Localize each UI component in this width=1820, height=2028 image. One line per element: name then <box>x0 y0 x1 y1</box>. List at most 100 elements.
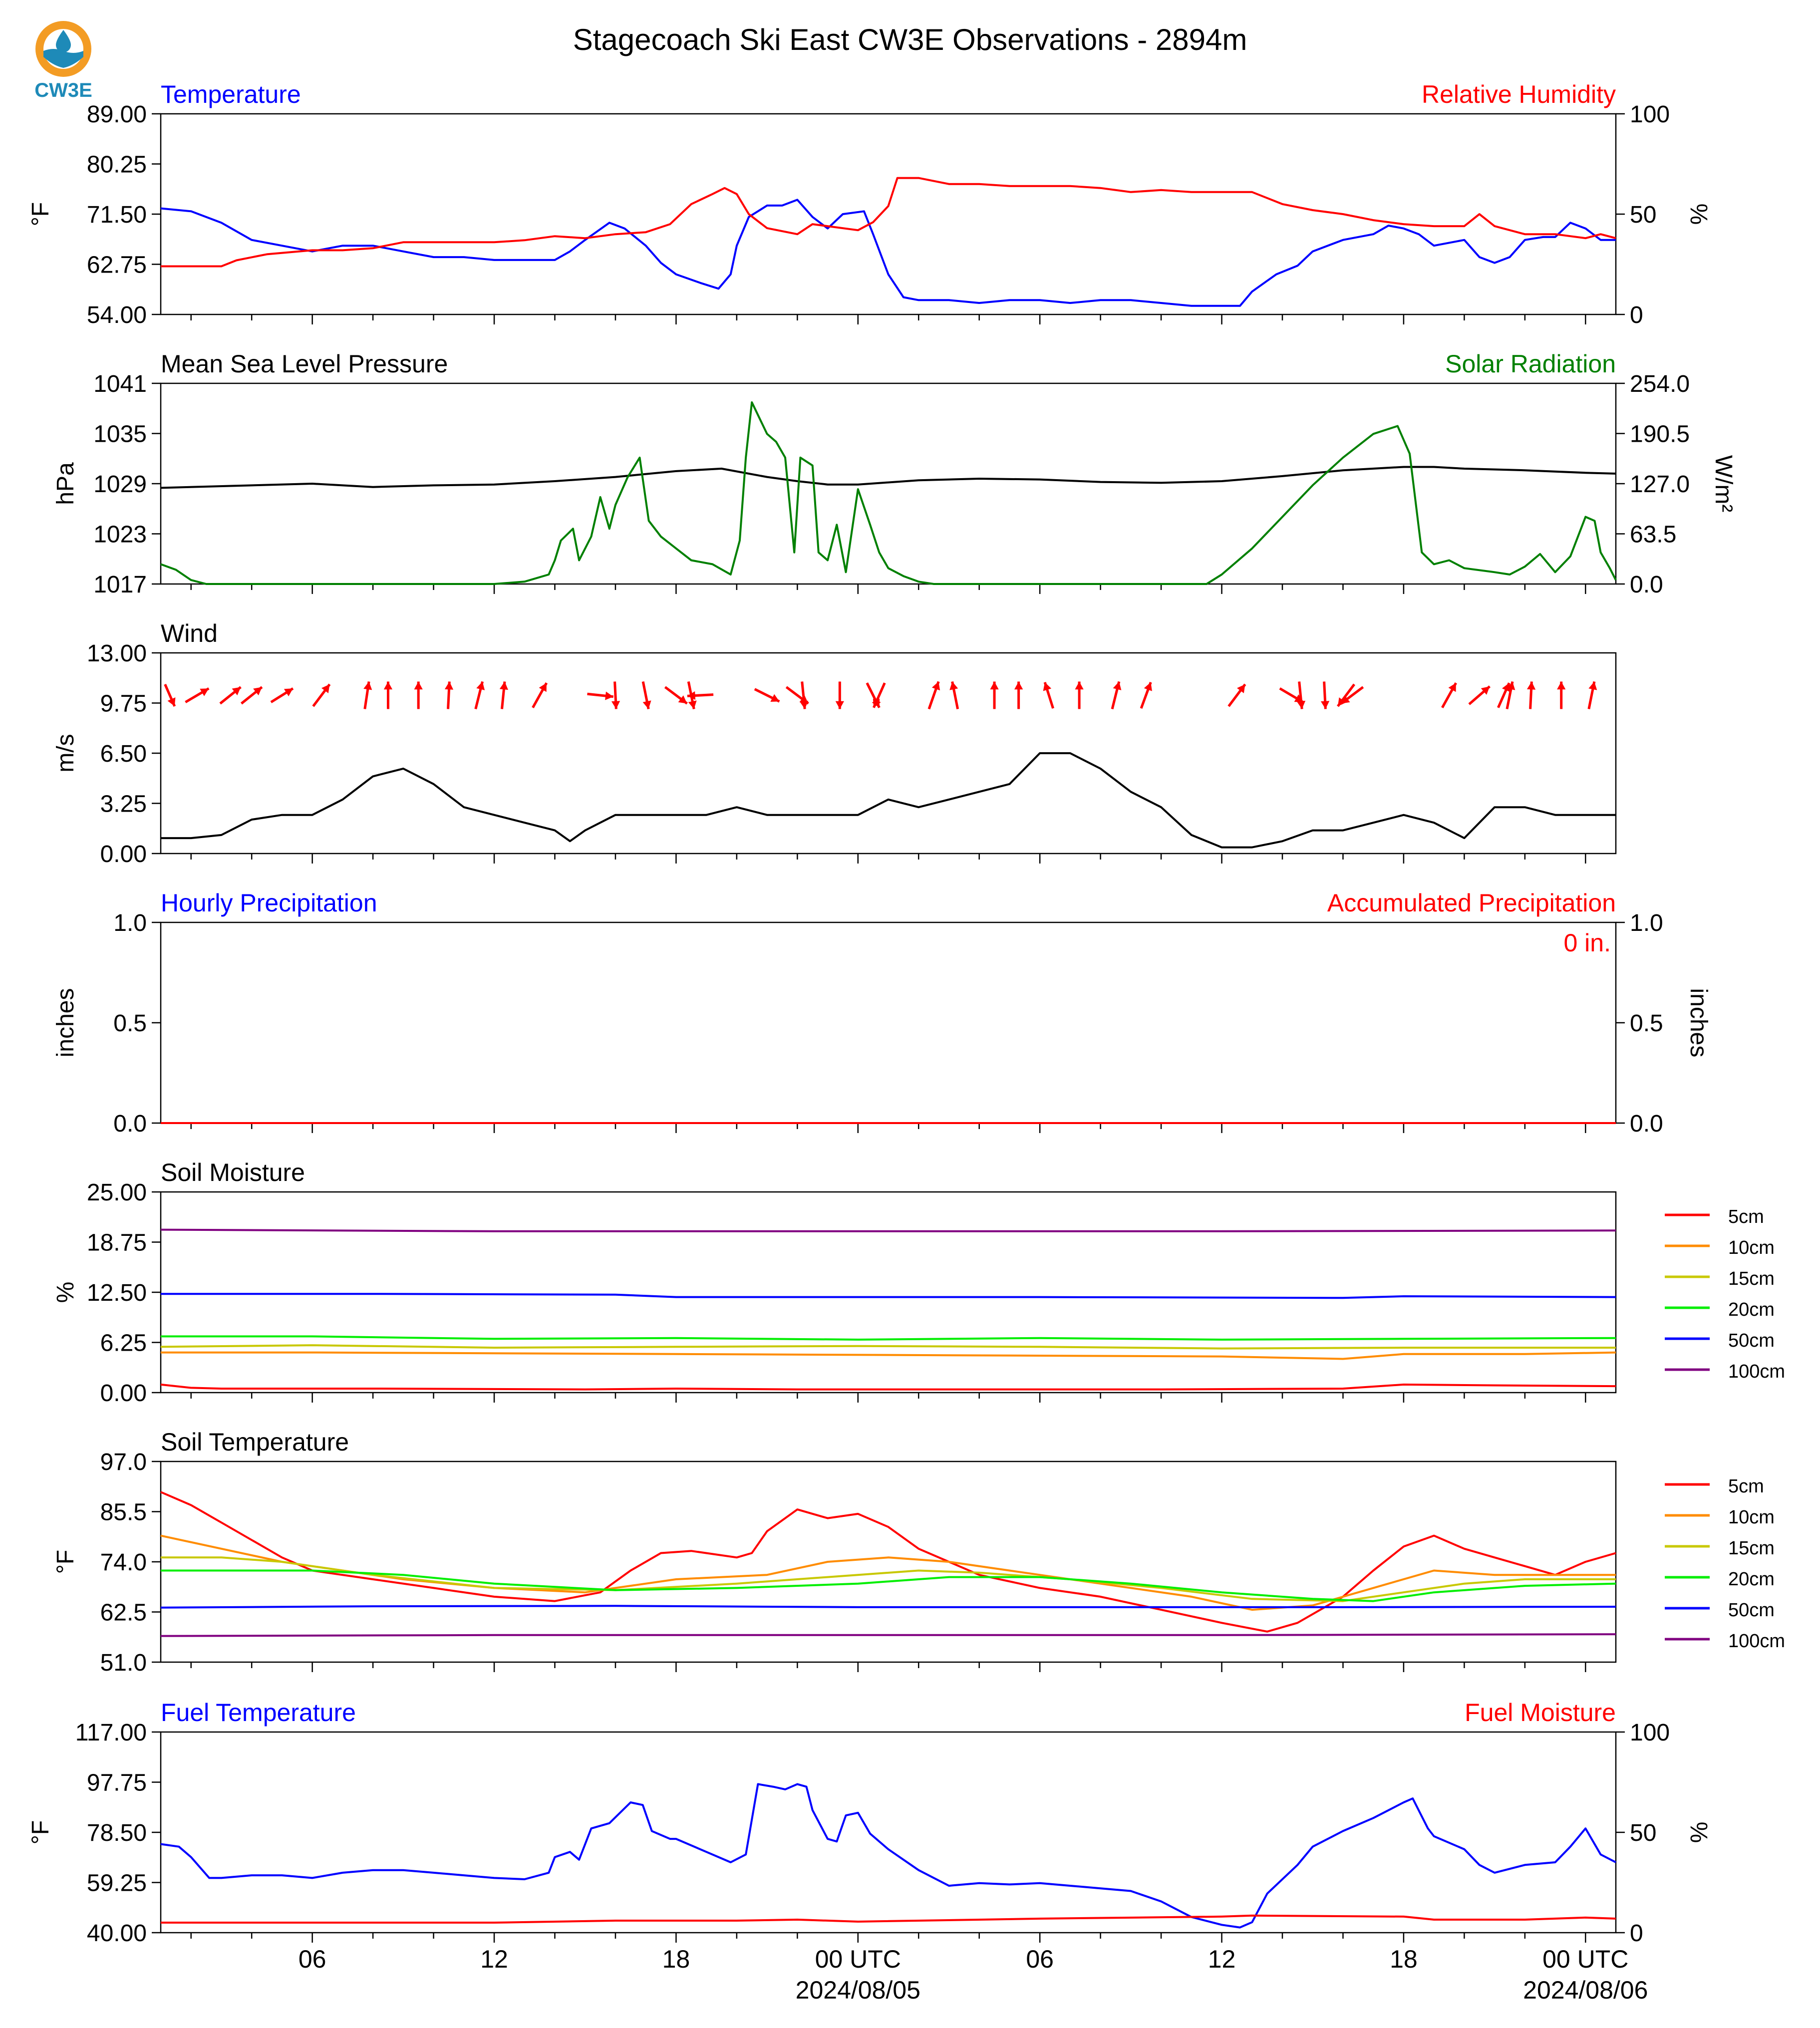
y-tick-label: 9.75 <box>100 691 147 717</box>
wind-arrow-head <box>1075 681 1084 690</box>
right-title: Fuel Moisture <box>1465 1699 1616 1727</box>
y-tick-label: 59.25 <box>87 1870 147 1897</box>
y-tick-label: 54.00 <box>87 302 147 328</box>
wind-arrow-head <box>1237 684 1245 693</box>
wind-arrow-head <box>1043 682 1052 691</box>
x-tick-label: 12 <box>480 1945 508 1973</box>
wind-arrow-head <box>872 698 880 708</box>
x-tick-label: 18 <box>1390 1945 1418 1973</box>
series-line-100cm <box>160 1228 1616 1232</box>
plot-frame <box>160 921 1617 1124</box>
y-axis-label: inches <box>52 988 79 1058</box>
wind-arrow-head <box>1502 683 1510 692</box>
logo-drop-icon <box>56 30 71 52</box>
series-line-temperature <box>160 199 1616 307</box>
y-tick-label: 1041 <box>93 371 147 397</box>
series-line-100cm <box>160 1633 1616 1637</box>
y2-tick-label: 100 <box>1630 1720 1670 1746</box>
y2-axis-label: % <box>1685 204 1712 225</box>
y-tick-label: 85.5 <box>100 1499 147 1526</box>
legend-label: 50cm <box>1728 1600 1775 1621</box>
y-tick-label: 0.00 <box>100 1380 147 1407</box>
y-tick-label: 6.25 <box>100 1330 147 1357</box>
legend-label: 10cm <box>1728 1507 1775 1528</box>
legend: 5cm 10cm 15cm 20cm 50cm 100cm <box>1665 1206 1785 1382</box>
y-axis-label: °F <box>52 1550 79 1574</box>
left-title: Soil Moisture <box>161 1159 305 1186</box>
wind-arrow-head <box>499 681 509 690</box>
legend: 5cm 10cm 15cm 20cm 50cm 100cm <box>1665 1476 1785 1652</box>
y2-axis-label: W/m² <box>1710 455 1737 513</box>
series-line-relative-humidity <box>161 177 1616 268</box>
chart-panel-2: Mean Sea Level Pressure Solar Radiation 10… <box>52 350 1737 598</box>
y-axis-label: % <box>52 1282 79 1303</box>
y2-tick-label: 0.0 <box>1630 572 1663 598</box>
x-tick-label: 00 UTC <box>1542 1945 1628 1973</box>
series-line-10cm <box>161 1351 1616 1360</box>
y-tick-label: 1.0 <box>113 910 147 936</box>
cw3e-logo: CW3E <box>34 21 92 101</box>
y-tick-label: 51.0 <box>100 1650 147 1676</box>
series-line-wind <box>161 752 1616 849</box>
y-tick-label: 3.25 <box>100 791 147 818</box>
x-date-label: 2024/08/05 <box>796 1976 920 2004</box>
chart-panel-7: Fuel Temperature Fuel Moisture 40.00 59.25 7… <box>27 1699 1712 1947</box>
y-tick-label: 97.0 <box>100 1449 147 1475</box>
y-tick-label: 71.50 <box>87 202 147 228</box>
y2-tick-label: 1.0 <box>1630 910 1663 936</box>
series-line-mean-sea-level-pressure <box>160 466 1616 489</box>
x-tick-label: 06 <box>299 1945 326 1973</box>
y2-tick-label: 100 <box>1630 101 1670 128</box>
wind-arrow-head <box>414 681 423 690</box>
y-tick-label: 1023 <box>93 522 147 548</box>
legend-label: 10cm <box>1728 1237 1775 1258</box>
wind-arrow-head <box>321 684 330 693</box>
y-tick-label: 12.50 <box>87 1280 147 1306</box>
wind-arrow-head <box>383 681 393 690</box>
legend-label: 5cm <box>1728 1206 1764 1227</box>
left-title: Temperature <box>161 80 301 108</box>
wind-arrow-head <box>1320 701 1330 709</box>
y-tick-label: 6.50 <box>100 741 147 767</box>
y-tick-label: 78.50 <box>87 1820 147 1846</box>
legend-label: 5cm <box>1728 1476 1764 1497</box>
y-tick-label: 1029 <box>93 471 147 498</box>
wind-arrow-head <box>1297 700 1306 709</box>
y-tick-label: 18.75 <box>87 1230 147 1256</box>
x-tick-label: 06 <box>1026 1945 1054 1973</box>
wind-arrow-head <box>232 687 241 696</box>
y-tick-label: 80.25 <box>87 152 147 178</box>
y2-axis-label: % <box>1685 1822 1712 1843</box>
series-line-5cm <box>160 1383 1616 1391</box>
chart-panel-4: Hourly Precipitation Accumulated Precipit… <box>52 889 1712 1137</box>
x-tick-label: 12 <box>1208 1945 1236 1973</box>
wind-arrow-head <box>1448 683 1456 692</box>
legend-label: 20cm <box>1728 1299 1775 1320</box>
legend-label: 50cm <box>1728 1330 1775 1351</box>
plot-frame <box>160 652 1617 855</box>
wind-arrow-head <box>611 701 620 709</box>
legend-label: 100cm <box>1728 1361 1785 1382</box>
legend-label: 100cm <box>1728 1631 1785 1652</box>
y2-tick-label: 0 <box>1630 302 1643 328</box>
wind-arrow-head <box>1588 681 1597 690</box>
left-title: Mean Sea Level Pressure <box>161 350 448 378</box>
wind-arrow-head <box>949 681 958 690</box>
y2-tick-label: 0.0 <box>1630 1111 1663 1137</box>
wind-arrow-head <box>1507 681 1516 690</box>
y-tick-label: 89.00 <box>87 101 147 128</box>
wind-arrow-head <box>167 697 176 706</box>
wind-arrow-head <box>253 687 262 696</box>
wind-arrow-head <box>931 681 940 691</box>
y-axis-label: °F <box>27 1820 54 1845</box>
y2-tick-label: 0 <box>1630 1920 1643 1947</box>
legend-label: 15cm <box>1728 1268 1775 1289</box>
y-tick-label: 62.75 <box>87 252 147 279</box>
y-tick-label: 1035 <box>93 421 147 448</box>
plot-frame <box>160 1731 1617 1934</box>
y2-axis-label: inches <box>1685 988 1712 1058</box>
series-line-50cm <box>160 1605 1616 1609</box>
right-title: Relative Humidity <box>1422 80 1616 108</box>
chart-panel-1: Temperature Relative Humidity 54.00 62.75 71… <box>27 80 1712 328</box>
